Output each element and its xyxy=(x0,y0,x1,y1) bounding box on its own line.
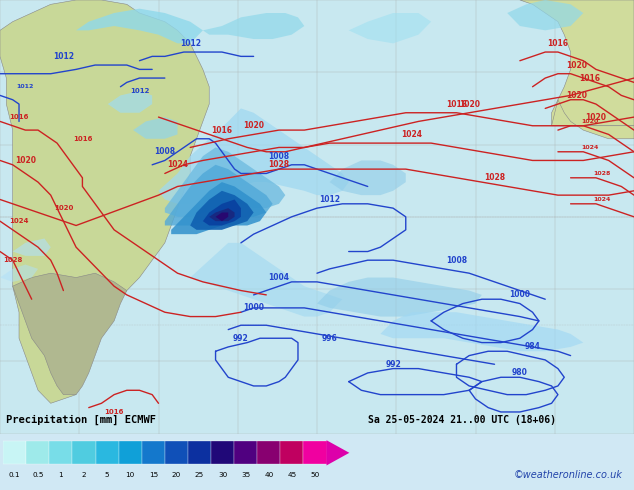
Polygon shape xyxy=(108,91,152,113)
Text: 20: 20 xyxy=(172,472,181,478)
Bar xyxy=(49,441,72,465)
Polygon shape xyxy=(552,100,634,139)
Text: 1024: 1024 xyxy=(167,160,188,169)
Polygon shape xyxy=(327,440,349,465)
Text: 1016: 1016 xyxy=(105,409,124,415)
Polygon shape xyxy=(203,13,304,39)
Polygon shape xyxy=(0,265,38,282)
Text: 1020: 1020 xyxy=(243,121,264,130)
Text: 1020: 1020 xyxy=(585,113,607,122)
Text: 5: 5 xyxy=(105,472,110,478)
Text: 1012: 1012 xyxy=(130,88,149,94)
Polygon shape xyxy=(507,0,583,30)
Text: 1028: 1028 xyxy=(268,160,290,169)
Bar xyxy=(257,441,280,465)
Text: 1020: 1020 xyxy=(566,91,588,100)
Text: Sa 25-05-2024 21..00 UTC (18+06): Sa 25-05-2024 21..00 UTC (18+06) xyxy=(368,415,556,425)
Polygon shape xyxy=(165,147,285,217)
Polygon shape xyxy=(0,0,209,403)
Polygon shape xyxy=(171,182,266,234)
Text: 10: 10 xyxy=(126,472,135,478)
Bar xyxy=(188,441,211,465)
Polygon shape xyxy=(76,9,203,44)
Text: 1020: 1020 xyxy=(566,61,588,70)
Polygon shape xyxy=(203,199,241,225)
Bar xyxy=(96,441,119,465)
Text: 1012: 1012 xyxy=(319,195,340,204)
Text: 1028: 1028 xyxy=(593,171,611,176)
Text: 1024: 1024 xyxy=(581,145,598,150)
Text: 15: 15 xyxy=(148,472,158,478)
Text: 40: 40 xyxy=(264,472,273,478)
Polygon shape xyxy=(330,160,406,195)
Text: 1000: 1000 xyxy=(509,291,531,299)
Bar xyxy=(234,441,257,465)
Text: 1008: 1008 xyxy=(446,256,467,265)
Text: 1016: 1016 xyxy=(579,74,600,82)
Polygon shape xyxy=(190,191,254,230)
Bar xyxy=(211,441,234,465)
Text: 1016: 1016 xyxy=(211,125,233,135)
Text: 1024: 1024 xyxy=(10,218,29,224)
Text: 1: 1 xyxy=(58,472,63,478)
Text: 1020: 1020 xyxy=(458,99,480,109)
Bar xyxy=(142,441,165,465)
Polygon shape xyxy=(133,117,178,139)
Text: 30: 30 xyxy=(218,472,227,478)
Text: 992: 992 xyxy=(385,360,401,369)
Text: 1020: 1020 xyxy=(54,205,73,211)
Bar xyxy=(3,441,26,465)
Polygon shape xyxy=(216,213,228,221)
Text: 1012: 1012 xyxy=(53,52,74,61)
Polygon shape xyxy=(165,165,273,225)
Text: 1008: 1008 xyxy=(268,151,290,161)
Polygon shape xyxy=(158,108,349,204)
Polygon shape xyxy=(380,312,583,351)
Polygon shape xyxy=(520,0,634,126)
Text: 35: 35 xyxy=(241,472,250,478)
Text: 1028: 1028 xyxy=(484,173,505,182)
Text: 1020: 1020 xyxy=(581,119,598,124)
Text: 1020: 1020 xyxy=(15,156,36,165)
Text: ©weatheronline.co.uk: ©weatheronline.co.uk xyxy=(514,470,623,480)
Polygon shape xyxy=(190,243,342,317)
Text: 1016: 1016 xyxy=(73,136,92,142)
Text: 1012: 1012 xyxy=(179,39,201,48)
Text: 1028: 1028 xyxy=(3,257,22,263)
Bar xyxy=(26,441,49,465)
Bar xyxy=(165,441,188,465)
Text: 992: 992 xyxy=(233,334,249,343)
Polygon shape xyxy=(349,13,431,44)
Polygon shape xyxy=(13,273,127,394)
Text: 1024: 1024 xyxy=(593,197,611,202)
Bar xyxy=(119,441,142,465)
Text: 0.1: 0.1 xyxy=(9,472,20,478)
Text: 1024: 1024 xyxy=(401,130,423,139)
Bar xyxy=(280,441,304,465)
Text: 1016: 1016 xyxy=(547,39,569,48)
Text: 45: 45 xyxy=(287,472,297,478)
Text: 1012: 1012 xyxy=(16,84,34,89)
Text: 50: 50 xyxy=(310,472,320,478)
Text: 25: 25 xyxy=(195,472,204,478)
Text: 2: 2 xyxy=(82,472,86,478)
Text: 1004: 1004 xyxy=(268,273,290,282)
Text: 1016: 1016 xyxy=(446,99,467,109)
Text: 0.5: 0.5 xyxy=(32,472,44,478)
Bar xyxy=(72,441,96,465)
Text: 1016: 1016 xyxy=(10,114,29,120)
Text: 1008: 1008 xyxy=(154,147,176,156)
Text: Precipitation [mm] ECMWF: Precipitation [mm] ECMWF xyxy=(6,415,157,425)
Polygon shape xyxy=(317,277,482,317)
Bar xyxy=(304,441,327,465)
Polygon shape xyxy=(209,208,235,221)
Text: 980: 980 xyxy=(512,368,528,377)
Text: 984: 984 xyxy=(524,343,541,351)
Text: 996: 996 xyxy=(322,334,337,343)
Polygon shape xyxy=(13,239,51,256)
Text: 1000: 1000 xyxy=(243,303,264,313)
